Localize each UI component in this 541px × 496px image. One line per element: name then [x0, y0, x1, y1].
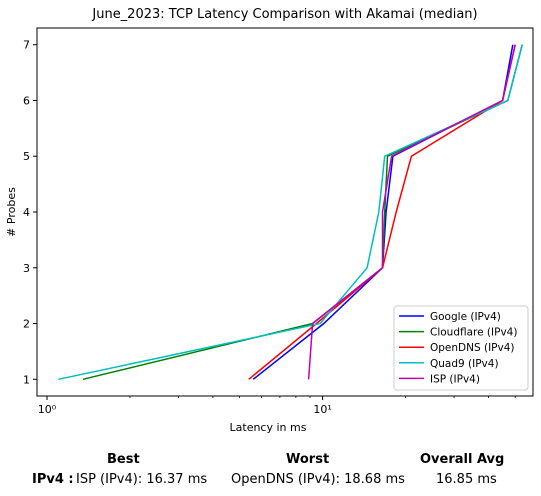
- overall-avg-value: 16.85 ms: [436, 472, 497, 487]
- legend-label-1: Cloudflare (IPv4): [430, 327, 517, 339]
- summary-table: Best Worst Overall Avg IPv4 : ISP (IPv4)…: [0, 450, 541, 496]
- series-line-3: [58, 44, 523, 381]
- x-tick-label-1: 10¹: [313, 403, 331, 416]
- x-tick-label-0: 10⁰: [38, 403, 57, 416]
- legend-label-2: OpenDNS (IPv4): [430, 342, 515, 354]
- best-header: Best: [107, 452, 140, 467]
- chart-title: June_2023: TCP Latency Comparison with A…: [91, 7, 477, 22]
- overall-avg-header: Overall Avg: [420, 452, 505, 467]
- y-tick-label-0: 1: [23, 373, 30, 386]
- y-axis-label: # Probes: [5, 187, 18, 237]
- y-tick-label-2: 3: [23, 262, 30, 275]
- y-tick-label-3: 4: [23, 206, 30, 219]
- worst-header: Worst: [286, 452, 330, 467]
- legend-label-0: Google (IPv4): [430, 311, 501, 323]
- y-tick-label-1: 2: [23, 318, 30, 331]
- series-line-4: [307, 44, 516, 380]
- ipv4-row-label: IPv4 :: [32, 472, 74, 487]
- latency-chart: June_2023: TCP Latency Comparison with A…: [5, 7, 534, 434]
- legend-label-4: ISP (IPv4): [430, 373, 480, 385]
- legend-label-3: Quad9 (IPv4): [430, 358, 499, 370]
- legend-box: [393, 305, 529, 391]
- y-tick-label-5: 6: [23, 94, 30, 107]
- worst-value: OpenDNS (IPv4): 18.68 ms: [231, 472, 405, 487]
- x-axis-label: Latency in ms: [230, 421, 307, 434]
- y-tick-label-6: 7: [23, 39, 30, 52]
- best-value: ISP (IPv4): 16.37 ms: [76, 472, 208, 487]
- y-tick-label-4: 5: [23, 150, 30, 163]
